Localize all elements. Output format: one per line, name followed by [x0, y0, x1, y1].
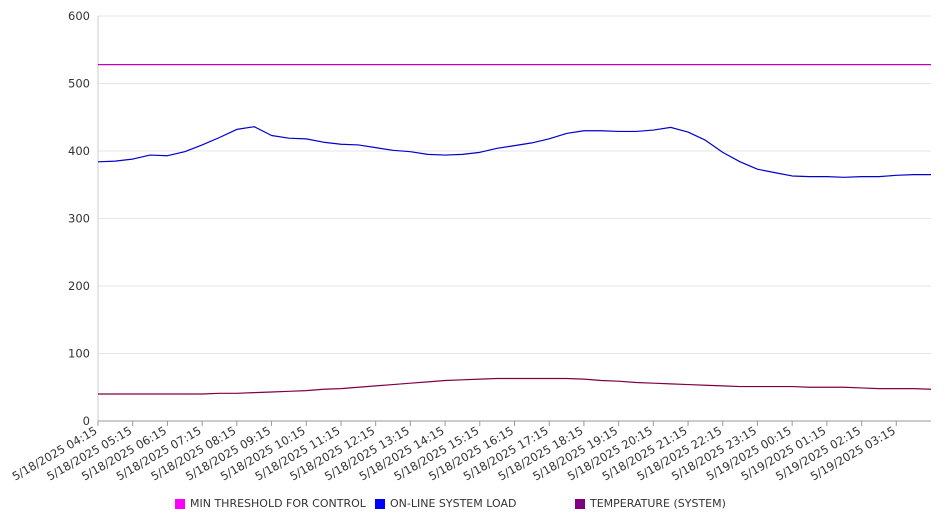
y-tick-label: 500 — [68, 77, 90, 91]
legend: MIN THRESHOLD FOR CONTROL ON-LINE SYSTEM… — [0, 497, 946, 517]
legend-swatch-min-threshold — [175, 498, 185, 509]
y-tick-label: 600 — [68, 9, 90, 23]
legend-item-min-threshold: MIN THRESHOLD FOR CONTROL — [175, 497, 366, 510]
legend-label-temperature: TEMPERATURE (SYSTEM) — [590, 497, 726, 510]
series-line-temperature — [98, 377, 932, 395]
series-line-system-load — [97, 126, 931, 178]
legend-item-system-load: ON-LINE SYSTEM LOAD — [375, 497, 516, 510]
y-tick-label: 200 — [68, 279, 90, 293]
y-tick-label: 400 — [68, 144, 90, 158]
legend-label-min-threshold: MIN THRESHOLD FOR CONTROL — [190, 497, 366, 510]
legend-label-system-load: ON-LINE SYSTEM LOAD — [390, 497, 517, 510]
legend-item-temperature: TEMPERATURE (SYSTEM) — [575, 497, 726, 510]
legend-swatch-temperature — [575, 498, 585, 509]
legend-swatch-system-load — [375, 498, 385, 509]
y-tick-label: 100 — [68, 347, 90, 361]
y-tick-label: 300 — [68, 212, 90, 226]
y-tick-label: 0 — [83, 414, 90, 428]
